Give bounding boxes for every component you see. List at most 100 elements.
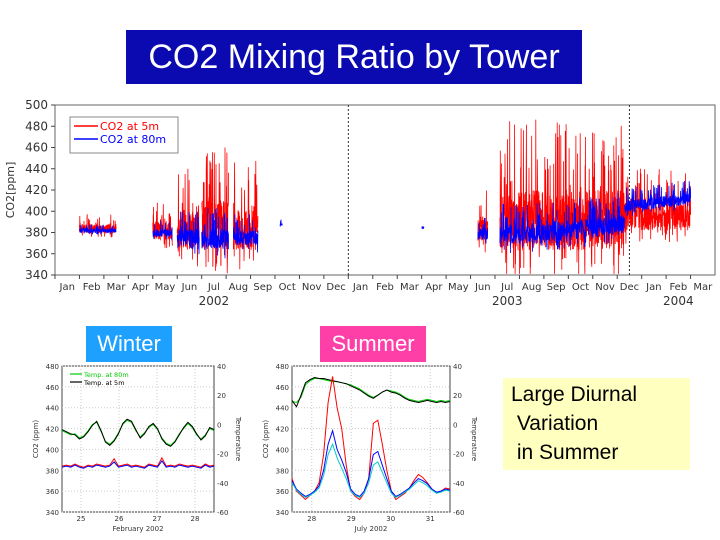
month-label: Mar	[693, 282, 713, 293]
x-tick-label: 26	[115, 515, 124, 523]
month-label: Oct	[572, 282, 589, 293]
month-label: Nov	[302, 282, 322, 293]
x-tick-label: 27	[153, 515, 162, 523]
legend-box	[69, 116, 179, 154]
series-line-1	[291, 376, 451, 408]
y2-tick-label: 40	[217, 363, 226, 371]
y-tick-label: 480	[276, 363, 289, 371]
legend-label: Temp. at 80m	[83, 371, 129, 379]
series-line-co2-80m	[233, 214, 259, 253]
series-line-co2-80m	[477, 217, 489, 244]
x-axis-label: February 2002	[112, 525, 163, 533]
legend-label: CO2 at 80m	[100, 133, 166, 146]
month-label: Jan	[352, 282, 368, 293]
month-label: Jan	[645, 282, 661, 293]
series-line-co2-5m	[499, 119, 625, 274]
y2-tick-label: -20	[453, 451, 464, 459]
series-line-co2-80m	[499, 192, 625, 254]
panel-plot-area	[61, 365, 215, 513]
year-label: 2004	[663, 294, 694, 308]
series-line-co2-80m	[201, 207, 229, 259]
y-tick-label: 420	[46, 426, 59, 434]
y-tick-label: 360	[46, 488, 59, 496]
y-tick-label: 380	[46, 467, 59, 475]
y2-tick-label: 0	[217, 421, 221, 429]
month-label: Mar	[107, 282, 127, 293]
y2-tick-label: 0	[453, 421, 457, 429]
month-label: Oct	[279, 282, 296, 293]
month-label: Mar	[400, 282, 420, 293]
y-axis-label: CO2 (ppm)	[262, 420, 270, 459]
x-tick-label: 30	[386, 515, 395, 523]
month-label: May	[448, 282, 469, 293]
y-tick-label: 460	[25, 141, 48, 155]
year-label: 2003	[492, 294, 523, 308]
series-line-4	[291, 442, 451, 498]
x-tick-label: 28	[307, 515, 316, 523]
y2-tick-label: 20	[453, 392, 462, 400]
co2-main-chart: 340 360 380 400 420 440 460 480 500 CO2[ppm] Jan Fe…	[4, 98, 716, 308]
legend-label: CO2 at 5m	[100, 120, 159, 133]
y-axis-label: CO2[ppm]	[4, 162, 17, 219]
month-label: Feb	[376, 282, 394, 293]
month-label: Jul	[500, 282, 513, 293]
y-tick-label: 400	[276, 446, 289, 454]
month-label: Jan	[59, 282, 75, 293]
month-label: Feb	[83, 282, 101, 293]
month-label: May	[155, 282, 176, 293]
y-tick-label: 400	[25, 204, 48, 218]
y-tick-label: 360	[25, 247, 48, 261]
y-tick-label: 440	[25, 162, 48, 176]
series-line-co2-80m	[421, 225, 425, 230]
x-axis-label: July 2002	[354, 525, 388, 533]
legend-label: Temp. at 5m	[83, 379, 125, 387]
series-line-co2-80m	[624, 180, 691, 217]
month-label: Sep	[547, 282, 566, 293]
y-tick-label: 340	[46, 509, 59, 517]
summer-label: Summer	[320, 326, 426, 362]
y2-tick-label: -60	[217, 509, 228, 517]
month-label: Apr	[132, 282, 150, 293]
y-tick-label: 440	[276, 405, 289, 413]
y2-tick-label: -40	[453, 480, 464, 488]
series-line-2	[291, 376, 451, 501]
y-tick-label: 340	[276, 509, 289, 517]
series-line-co2-80m	[176, 211, 200, 255]
y-tick-label: 480	[25, 119, 48, 133]
page-title: CO2 Mixing Ratio by Tower	[126, 30, 582, 84]
month-label: Aug	[229, 282, 249, 293]
y-tick-label: 500	[25, 98, 48, 112]
panel-plot-area	[291, 365, 451, 513]
y-tick-label: 380	[25, 226, 48, 240]
month-label: Jun	[474, 282, 491, 293]
series-line-0	[61, 419, 215, 446]
series-line-co2-80m	[79, 224, 117, 235]
series-line-1	[61, 418, 215, 447]
y-tick-label: 480	[46, 363, 59, 371]
year-label: 2002	[199, 294, 230, 308]
series-line-co2-80m	[279, 219, 283, 228]
x-tick-label: 29	[347, 515, 356, 523]
y2-tick-label: -20	[217, 451, 228, 459]
x-tick-label: 25	[77, 515, 86, 523]
diurnal-note: Large Diurnal Variation in Summer	[503, 378, 690, 470]
y2-tick-label: 40	[453, 363, 462, 371]
y2-axis-label: Temperature	[234, 416, 242, 461]
y-tick-label: 340	[25, 268, 48, 282]
y-tick-label: 420	[25, 183, 48, 197]
y-axis-label: CO2 (ppm)	[32, 420, 40, 459]
x-tick-label: 28	[191, 515, 200, 523]
month-label: Jun	[181, 282, 198, 293]
y2-tick-label: -40	[217, 480, 228, 488]
y2-tick-label: -60	[453, 509, 464, 517]
month-label: Aug	[522, 282, 542, 293]
month-label: Dec	[326, 282, 345, 293]
series-line-0	[291, 378, 451, 404]
y-tick-label: 460	[46, 384, 59, 392]
month-label: Nov	[595, 282, 615, 293]
series-line-co2-80m	[152, 220, 173, 241]
y-tick-label: 440	[46, 405, 59, 413]
month-label: Apr	[425, 282, 443, 293]
y-tick-label: 400	[46, 446, 59, 454]
winter-label: Winter	[86, 326, 172, 362]
